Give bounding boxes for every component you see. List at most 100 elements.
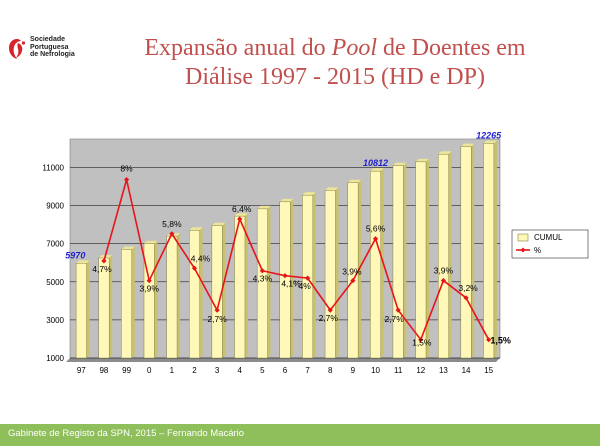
bar-top <box>325 187 339 191</box>
bar-cumul <box>234 215 246 359</box>
percent-point <box>395 307 401 313</box>
percent-point <box>214 307 220 313</box>
x-tick-label: 97 <box>77 366 86 375</box>
x-tick-label: 12 <box>416 366 425 375</box>
y-tick-label: 5000 <box>46 278 64 287</box>
bar-cumul <box>392 165 404 359</box>
bar-top <box>483 140 497 144</box>
spn-logo-text: Sociedade Portuguesa de Nefrologia <box>30 36 75 59</box>
x-tick-label: 99 <box>122 366 131 375</box>
percent-point <box>463 295 469 301</box>
bar-cumul <box>189 230 200 359</box>
title-line-2: Diálise 1997 - 2015 (HD e DP) <box>185 64 485 90</box>
percent-label: 4,7% <box>92 264 112 274</box>
x-tick-label: 3 <box>215 366 220 375</box>
bar-top <box>347 179 362 183</box>
bar-top <box>370 168 384 172</box>
x-tick-label: 2 <box>192 366 197 375</box>
percent-label: 1,5% <box>490 336 511 346</box>
x-tick-label: 0 <box>147 366 152 375</box>
bar-cumul <box>279 201 291 359</box>
percent-point <box>372 236 379 242</box>
bar-cumul <box>121 249 132 359</box>
title-part: Expansão anual do <box>144 35 332 61</box>
percent-label: 3,9% <box>342 267 362 277</box>
percent-label: 5,8% <box>162 219 182 229</box>
percent-label: 3,9% <box>434 266 454 276</box>
bar-top <box>144 240 158 244</box>
x-tick-label: 6 <box>283 366 288 375</box>
bar-cumul <box>256 208 268 359</box>
logo-line: Sociedade <box>30 36 66 43</box>
legend-swatch-marker <box>520 247 526 253</box>
percent-label: 4% <box>298 281 311 291</box>
x-tick-label: 14 <box>462 366 471 375</box>
title-part: de Doentes em <box>376 35 526 61</box>
percent-label: 4,4% <box>191 253 211 263</box>
y-tick-label: 11000 <box>42 164 64 173</box>
bar-side <box>335 187 339 358</box>
x-tick-label: 1 <box>170 366 175 375</box>
bar-side <box>154 240 158 358</box>
footer-bar: Gabinete de Registo da SPN, 2015 – Ferna… <box>0 424 600 446</box>
bar-side <box>312 192 316 358</box>
plot-floor <box>66 358 500 362</box>
legend-label: % <box>534 246 541 255</box>
bar-side <box>290 198 294 358</box>
legend-label: CUMUL <box>534 233 563 242</box>
bar-top <box>460 143 475 147</box>
bar-top <box>392 162 407 166</box>
bar-side <box>199 227 203 358</box>
bar-cumul <box>415 161 427 359</box>
percent-label: 3,9% <box>140 284 160 294</box>
bar-top <box>121 246 135 250</box>
x-tick-label: 13 <box>439 366 448 375</box>
percent-label: 2,7% <box>384 314 404 324</box>
footer-text: Gabinete de Registo da SPN, 2015 – Ferna… <box>8 428 245 439</box>
bar-top <box>189 227 203 231</box>
bar-cumul <box>211 225 223 359</box>
bar-top <box>415 158 429 162</box>
x-tick-label: 4 <box>238 366 243 375</box>
percent-label: 5,6% <box>366 224 386 234</box>
percent-point <box>101 258 107 264</box>
y-tick-label: 3000 <box>46 316 64 325</box>
percent-label: 1,5% <box>412 338 432 348</box>
y-tick-label: 9000 <box>46 202 64 211</box>
y-tick-label: 1000 <box>46 354 64 363</box>
bar-top <box>302 192 316 196</box>
bar-side <box>244 213 248 358</box>
title-italic: Pool <box>331 35 377 61</box>
bar-side <box>403 162 407 358</box>
percent-label: 8% <box>120 164 133 174</box>
percent-point <box>259 268 265 274</box>
bar-side <box>86 260 90 358</box>
bar-top <box>279 198 294 202</box>
percent-point <box>327 307 333 313</box>
bar-side <box>267 205 271 358</box>
bar-cumul <box>75 263 87 359</box>
bar-top <box>438 151 452 155</box>
x-tick-label: 5 <box>260 366 265 375</box>
bar-side <box>109 255 113 358</box>
bar-cumul <box>438 154 449 359</box>
y-tick-label: 7000 <box>46 240 64 249</box>
percent-label: 4,1% <box>281 279 301 289</box>
x-tick-label: 9 <box>351 366 356 375</box>
x-tick-label: 8 <box>328 366 333 375</box>
percent-point <box>486 337 492 343</box>
bar-cumul <box>483 143 495 359</box>
bar-value-label: 10812 <box>363 158 388 168</box>
bar-cumul <box>143 243 155 359</box>
percent-point <box>350 277 356 284</box>
spn-logo-icon <box>9 39 26 59</box>
legend-swatch-cumul <box>517 233 529 242</box>
bar-side <box>380 168 384 358</box>
bar-value-label: 12265 <box>476 130 502 140</box>
bar-cumul <box>166 235 178 359</box>
bar-side <box>177 233 181 358</box>
bar-side <box>131 246 135 358</box>
percent-point <box>237 216 243 222</box>
